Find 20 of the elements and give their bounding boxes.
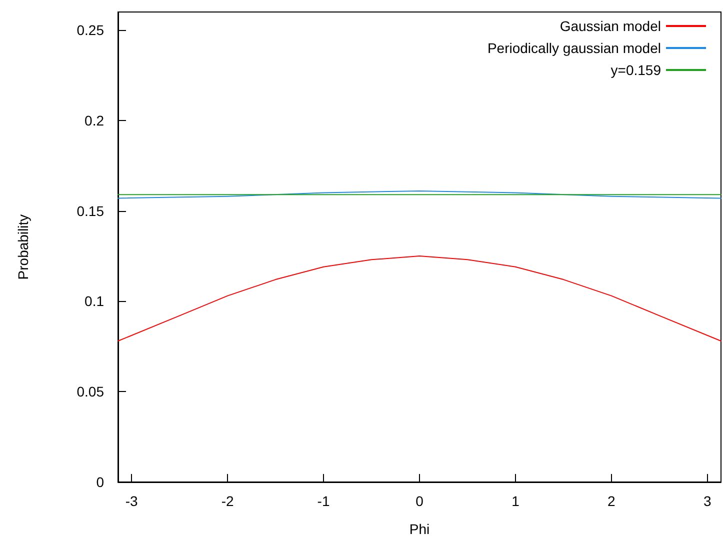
x-axis-title: Phi [409, 521, 430, 537]
x-tick-label: 0 [416, 493, 424, 509]
legend-label: y=0.159 [610, 62, 662, 78]
x-tick-label: -3 [125, 493, 138, 509]
y-tick-label: 0 [96, 474, 104, 490]
x-tick-label: 1 [512, 493, 520, 509]
legend-label: Gaussian model [560, 18, 661, 34]
x-tick-label: 2 [608, 493, 616, 509]
y-tick-label: 0.05 [76, 384, 104, 400]
y-axis-title: Probability [15, 214, 31, 280]
y-tick-label: 0.25 [76, 22, 104, 38]
x-tick-label: -2 [221, 493, 234, 509]
y-tick-label: 0.1 [84, 293, 104, 310]
line-series [118, 190, 722, 199]
legend-label: Periodically gaussian model [487, 40, 661, 56]
x-tick-label: -1 [317, 493, 330, 509]
line-series [118, 256, 722, 342]
y-tick-label: 0.15 [76, 202, 104, 219]
y-tick-label: 0.2 [84, 112, 104, 128]
x-tick-label: 3 [704, 493, 712, 509]
